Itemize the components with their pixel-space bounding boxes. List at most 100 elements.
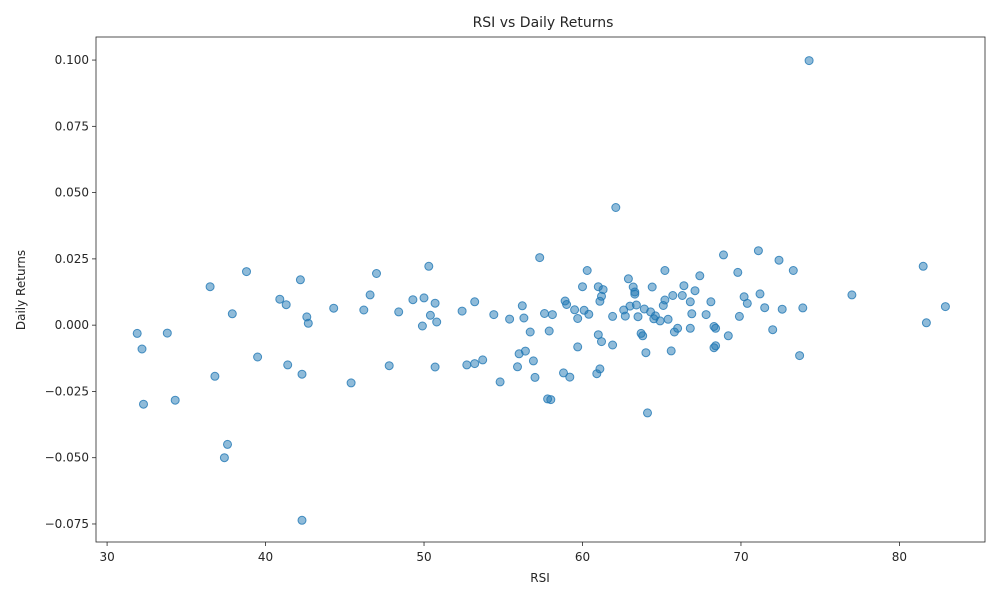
data-point: [495, 377, 505, 387]
data-point: [544, 326, 554, 336]
data-point: [283, 360, 293, 370]
data-point: [611, 203, 621, 212]
data-point: [677, 291, 687, 300]
data-point: [666, 346, 676, 356]
data-point: [685, 297, 695, 307]
data-point: [578, 282, 587, 292]
data-point: [470, 359, 480, 369]
data-point: [489, 310, 499, 320]
data-point: [753, 246, 763, 256]
data-point: [425, 310, 435, 320]
data-point: [547, 310, 557, 320]
data-point: [795, 351, 805, 361]
data-point: [760, 303, 770, 313]
data-point: [457, 306, 467, 316]
data-point: [162, 328, 172, 338]
data-point: [253, 352, 263, 362]
data-point: [470, 297, 480, 307]
data-point: [570, 305, 580, 315]
data-point: [711, 323, 721, 333]
data-point: [660, 295, 670, 305]
data-point: [139, 399, 148, 409]
data-point: [517, 301, 527, 311]
data-point: [706, 297, 716, 307]
data-point: [774, 255, 784, 265]
data-point: [711, 341, 721, 351]
data-point: [690, 286, 700, 296]
data-point: [608, 340, 618, 350]
data-point: [734, 311, 744, 321]
data-point: [668, 291, 678, 300]
data-point: [608, 311, 618, 321]
data-point: [417, 321, 427, 331]
data-point: [530, 372, 540, 382]
points-layer: [132, 56, 950, 525]
data-point: [535, 253, 545, 263]
data-point: [346, 378, 356, 388]
data-point: [372, 269, 381, 278]
data-point: [520, 346, 530, 356]
data-point: [777, 304, 787, 314]
data-point: [798, 303, 808, 313]
y-tick-label: −0.075: [45, 517, 89, 531]
data-point: [573, 314, 583, 323]
data-point: [630, 289, 640, 299]
data-point: [303, 318, 313, 328]
data-point: [685, 323, 695, 333]
data-point: [219, 453, 229, 463]
data-point: [921, 318, 931, 328]
data-point: [719, 250, 728, 260]
data-point: [210, 371, 220, 381]
data-point: [281, 300, 291, 310]
data-point: [643, 408, 652, 418]
data-point: [633, 312, 643, 322]
data-point: [695, 271, 705, 281]
y-tick-label: 0.000: [55, 318, 89, 332]
y-tick-label: 0.025: [55, 252, 89, 266]
y-tick-label: −0.050: [45, 451, 89, 465]
x-tick-label: 50: [416, 550, 431, 564]
data-point: [679, 281, 689, 291]
data-point: [540, 309, 549, 318]
data-point: [275, 294, 285, 304]
data-point: [847, 290, 857, 300]
x-tick-label: 30: [99, 550, 114, 564]
data-point: [742, 298, 752, 308]
data-point: [559, 368, 568, 378]
x-axis: 30 40 50 60 70 80: [99, 542, 907, 564]
data-point: [663, 314, 673, 324]
data-point: [788, 266, 798, 275]
data-point: [755, 289, 765, 299]
data-point: [641, 348, 651, 358]
data-point: [562, 300, 572, 309]
data-point: [647, 282, 657, 292]
data-point: [462, 360, 472, 370]
y-tick-label: 0.050: [55, 186, 89, 200]
data-point: [430, 298, 440, 308]
data-point: [623, 274, 633, 284]
data-point: [170, 395, 180, 405]
data-point: [638, 331, 648, 341]
data-point: [804, 56, 814, 66]
x-tick-label: 60: [575, 550, 590, 564]
data-point: [297, 369, 307, 379]
data-point: [432, 317, 442, 327]
data-point: [582, 266, 592, 275]
data-point: [733, 267, 743, 277]
data-point: [631, 300, 641, 310]
y-tick-label: 0.100: [55, 53, 89, 67]
data-point: [565, 372, 575, 382]
data-point: [525, 327, 535, 337]
data-point: [940, 302, 950, 312]
plot-frame: [95, 36, 986, 543]
data-point: [768, 325, 778, 335]
data-point: [701, 310, 711, 320]
data-point: [519, 313, 529, 323]
data-point: [478, 355, 488, 365]
data-point: [137, 344, 147, 354]
data-point: [620, 311, 630, 321]
data-point: [528, 356, 538, 366]
x-tick-label: 40: [258, 550, 273, 564]
data-point: [394, 307, 404, 317]
